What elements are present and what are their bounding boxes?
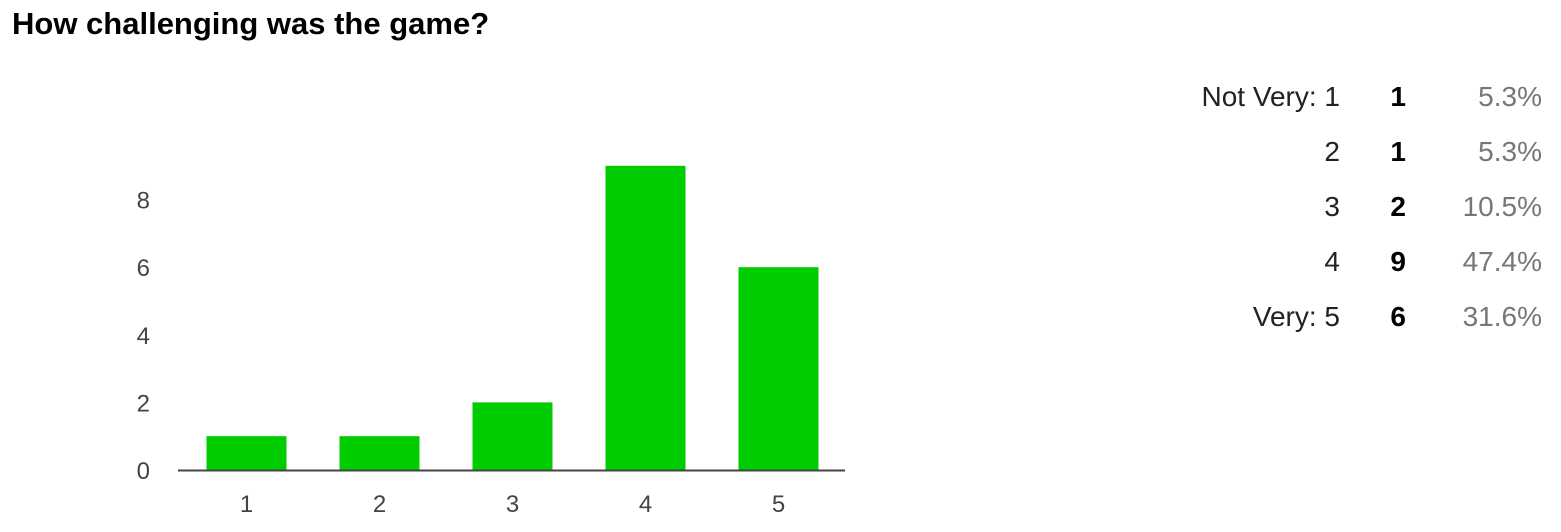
response-summary-table: Not Very: 1 1 5.3% 2 1 5.3% 3 2 10.5% 4 … xyxy=(1100,69,1542,344)
page-title: How challenging was the game? xyxy=(12,6,490,41)
bar-2 xyxy=(339,436,420,470)
summary-row: Not Very: 1 1 5.3% xyxy=(1100,69,1542,124)
summary-label: 3 xyxy=(1324,191,1340,222)
summary-percent: 10.5% xyxy=(1462,191,1542,222)
summary-label: Very: 5 xyxy=(1252,301,1340,332)
summary-label: 4 xyxy=(1324,246,1340,277)
bar-1 xyxy=(206,436,287,470)
summary-count: 9 xyxy=(1390,246,1406,277)
x-tick-label: 1 xyxy=(240,491,253,518)
summary-row: 2 1 5.3% xyxy=(1100,124,1542,179)
y-tick-label: 8 xyxy=(137,188,150,215)
bar-chart: 0 2 4 6 8 1 2 3 4 5 xyxy=(137,165,845,518)
summary-percent: 47.4% xyxy=(1462,246,1542,277)
summary-percent: 5.3% xyxy=(1478,81,1542,112)
summary-count: 2 xyxy=(1390,191,1406,222)
x-tick-label: 2 xyxy=(373,491,386,518)
x-tick-label: 3 xyxy=(506,491,519,518)
y-tick-label: 2 xyxy=(137,390,150,417)
summary-row: 4 9 47.4% xyxy=(1100,234,1542,289)
summary-label: Not Very: 1 xyxy=(1201,81,1340,112)
y-tick-label: 0 xyxy=(137,458,150,485)
summary-count: 1 xyxy=(1390,136,1406,167)
summary-label: 2 xyxy=(1324,136,1340,167)
summary-row: 3 2 10.5% xyxy=(1100,179,1542,234)
bar-3 xyxy=(472,402,553,470)
y-tick-label: 6 xyxy=(137,255,150,282)
summary-count: 6 xyxy=(1390,301,1406,332)
bar-5 xyxy=(738,267,819,470)
y-tick-label: 4 xyxy=(137,323,150,350)
summary-percent: 31.6% xyxy=(1462,301,1542,332)
x-tick-label: 4 xyxy=(639,491,652,518)
x-tick-label: 5 xyxy=(772,491,785,518)
summary-percent: 5.3% xyxy=(1478,136,1542,167)
summary-row: Very: 5 6 31.6% xyxy=(1100,289,1542,344)
bar-4 xyxy=(605,165,686,471)
summary-count: 1 xyxy=(1390,81,1406,112)
